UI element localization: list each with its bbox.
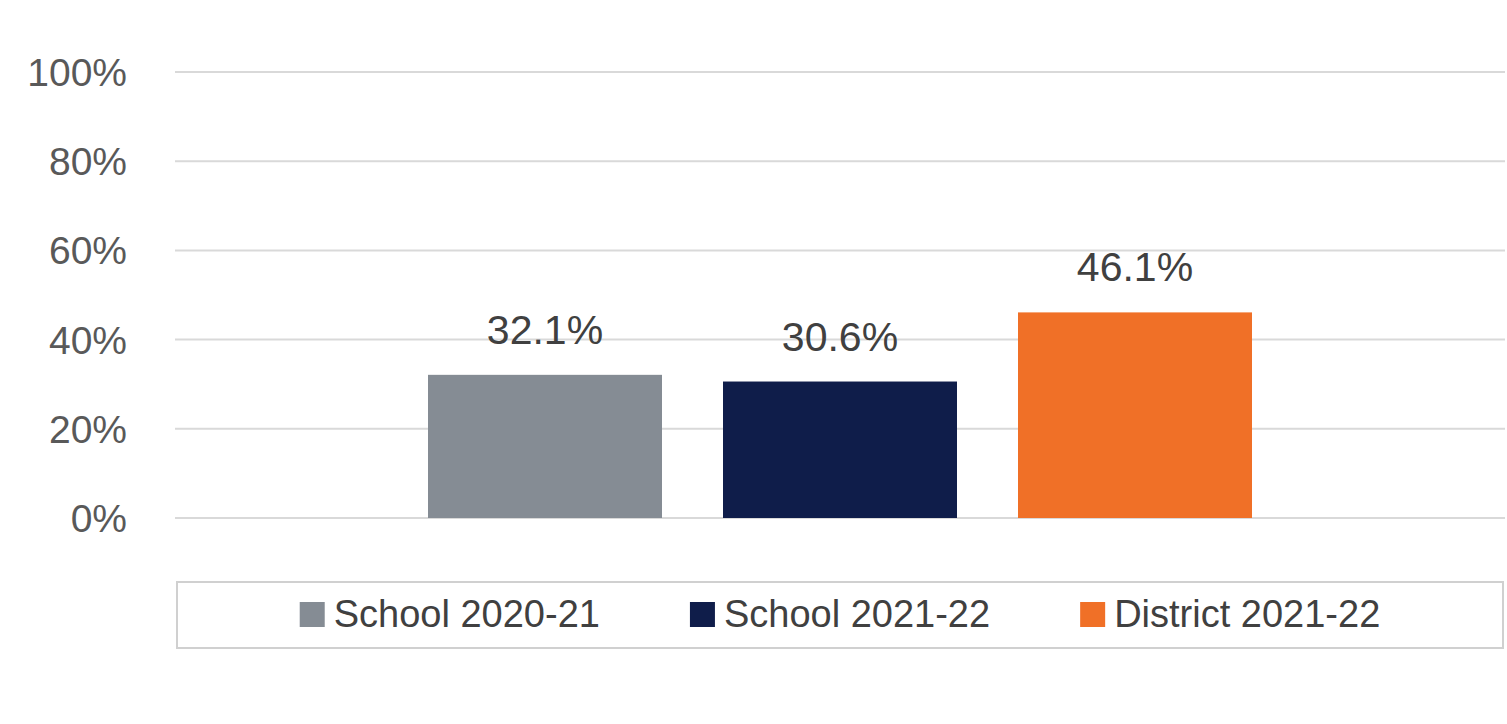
legend-swatch xyxy=(300,602,325,627)
y-tick-labels: 0% 20% 40% 60% 80% 100% xyxy=(27,51,127,540)
grid-line xyxy=(175,160,1505,162)
legend-swatch xyxy=(1080,602,1105,627)
data-labels: 32.1% 30.6% 46.1% xyxy=(487,244,1193,359)
y-tick-label: 0% xyxy=(71,497,127,540)
legend-label: School 2021-22 xyxy=(724,593,990,635)
legend-label: District 2021-22 xyxy=(1114,593,1380,635)
data-label: 30.6% xyxy=(782,314,898,360)
y-tick-label: 80% xyxy=(49,140,127,183)
bar xyxy=(723,382,957,518)
data-label: 32.1% xyxy=(487,307,603,353)
grid-line xyxy=(175,71,1505,73)
bar xyxy=(428,375,662,518)
legend-box xyxy=(177,582,1503,648)
y-tick-label: 60% xyxy=(49,229,127,272)
legend-swatch xyxy=(690,602,715,627)
bar xyxy=(1018,312,1252,518)
legend: School 2020-21 School 2021-22 District 202… xyxy=(177,582,1503,648)
grid xyxy=(175,72,1505,518)
legend-label: School 2020-21 xyxy=(334,593,600,635)
y-tick-label: 40% xyxy=(49,319,127,362)
data-label: 46.1% xyxy=(1077,244,1193,290)
chart: 0% 20% 40% 60% 80% 100% 32.1% 30.6% 46.1% School … xyxy=(0,0,1507,724)
y-tick-label: 100% xyxy=(27,51,127,94)
y-tick-label: 20% xyxy=(49,408,127,451)
grid-line xyxy=(175,249,1505,251)
